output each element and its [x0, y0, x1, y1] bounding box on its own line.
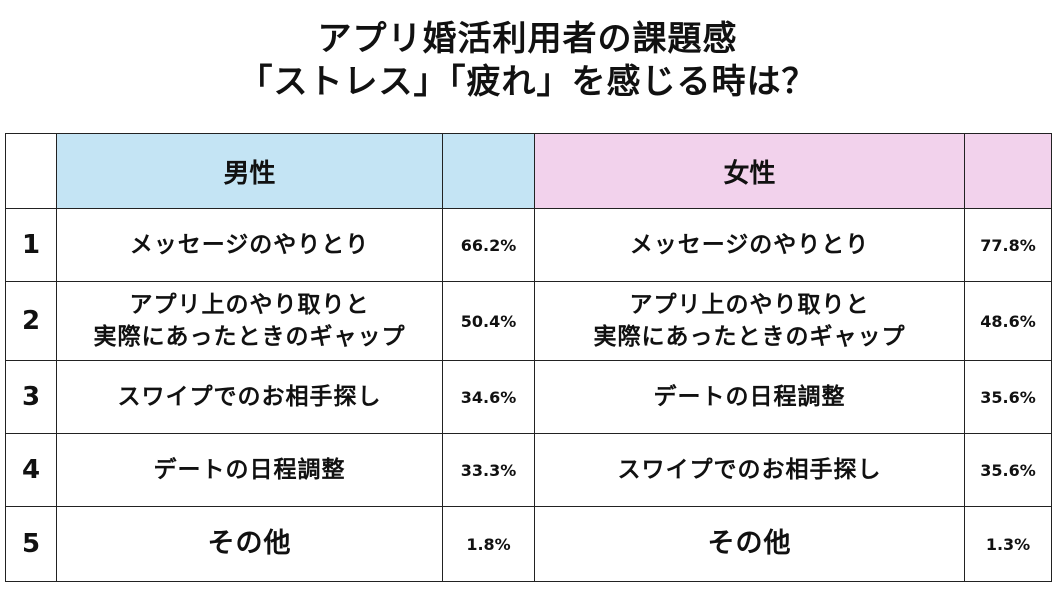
male-pct-cell: 1.8% [442, 506, 535, 582]
male-pct-cell: 66.2% [442, 208, 535, 282]
female-pct-cell: 35.6% [964, 360, 1052, 434]
ranking-table: 男性 女性 1 メッセージのやりとり 66.2% メッセージのやりとり 77.8% 2 アプ… [5, 133, 1052, 582]
female-item-cell: スワイプでのお相手探し [534, 433, 965, 507]
female-pct-cell: 77.8% [964, 208, 1052, 282]
table-row: 1 メッセージのやりとり 66.2% メッセージのやりとり 77.8% [5, 208, 1052, 282]
header-male-pct [442, 133, 535, 209]
female-item-cell: アプリ上のやり取りと 実際にあったときのギャップ [534, 281, 965, 361]
header-male: 男性 [56, 133, 443, 209]
female-item-cell: デートの日程調整 [534, 360, 965, 434]
male-item-cell: その他 [56, 506, 443, 582]
female-pct-cell: 35.6% [964, 433, 1052, 507]
female-item-cell: その他 [534, 506, 965, 582]
male-pct-cell: 33.3% [442, 433, 535, 507]
male-pct-cell: 34.6% [442, 360, 535, 434]
table-row: 3 スワイプでのお相手探し 34.6% デートの日程調整 35.6% [5, 360, 1052, 434]
rank-cell: 4 [5, 433, 57, 507]
title-line-2: 「ストレス」「疲れ」を感じる時は？ [238, 62, 817, 102]
header-rank-cell [5, 133, 57, 209]
chart-title: アプリ婚活利用者の課題感 「ストレス」「疲れ」を感じる時は？ [0, 18, 1055, 104]
rank-cell: 5 [5, 506, 57, 582]
table-row: 5 その他 1.8% その他 1.3% [5, 506, 1052, 582]
male-item-cell: メッセージのやりとり [56, 208, 443, 282]
rank-cell: 1 [5, 208, 57, 282]
table-row: 4 デートの日程調整 33.3% スワイプでのお相手探し 35.6% [5, 433, 1052, 507]
header-female: 女性 [534, 133, 965, 209]
male-item-cell: アプリ上のやり取りと 実際にあったときのギャップ [56, 281, 443, 361]
male-item-cell: スワイプでのお相手探し [56, 360, 443, 434]
male-item-cell: デートの日程調整 [56, 433, 443, 507]
female-pct-cell: 1.3% [964, 506, 1052, 582]
rank-cell: 2 [5, 281, 57, 361]
header-female-pct [964, 133, 1052, 209]
rank-cell: 3 [5, 360, 57, 434]
male-pct-cell: 50.4% [442, 281, 535, 361]
female-pct-cell: 48.6% [964, 281, 1052, 361]
title-line-1: アプリ婚活利用者の課題感 [317, 19, 738, 59]
female-item-cell: メッセージのやりとり [534, 208, 965, 282]
header-row: 男性 女性 [5, 133, 1052, 209]
table-row: 2 アプリ上のやり取りと 実際にあったときのギャップ 50.4% アプリ上のやり取りと実… [5, 281, 1052, 361]
